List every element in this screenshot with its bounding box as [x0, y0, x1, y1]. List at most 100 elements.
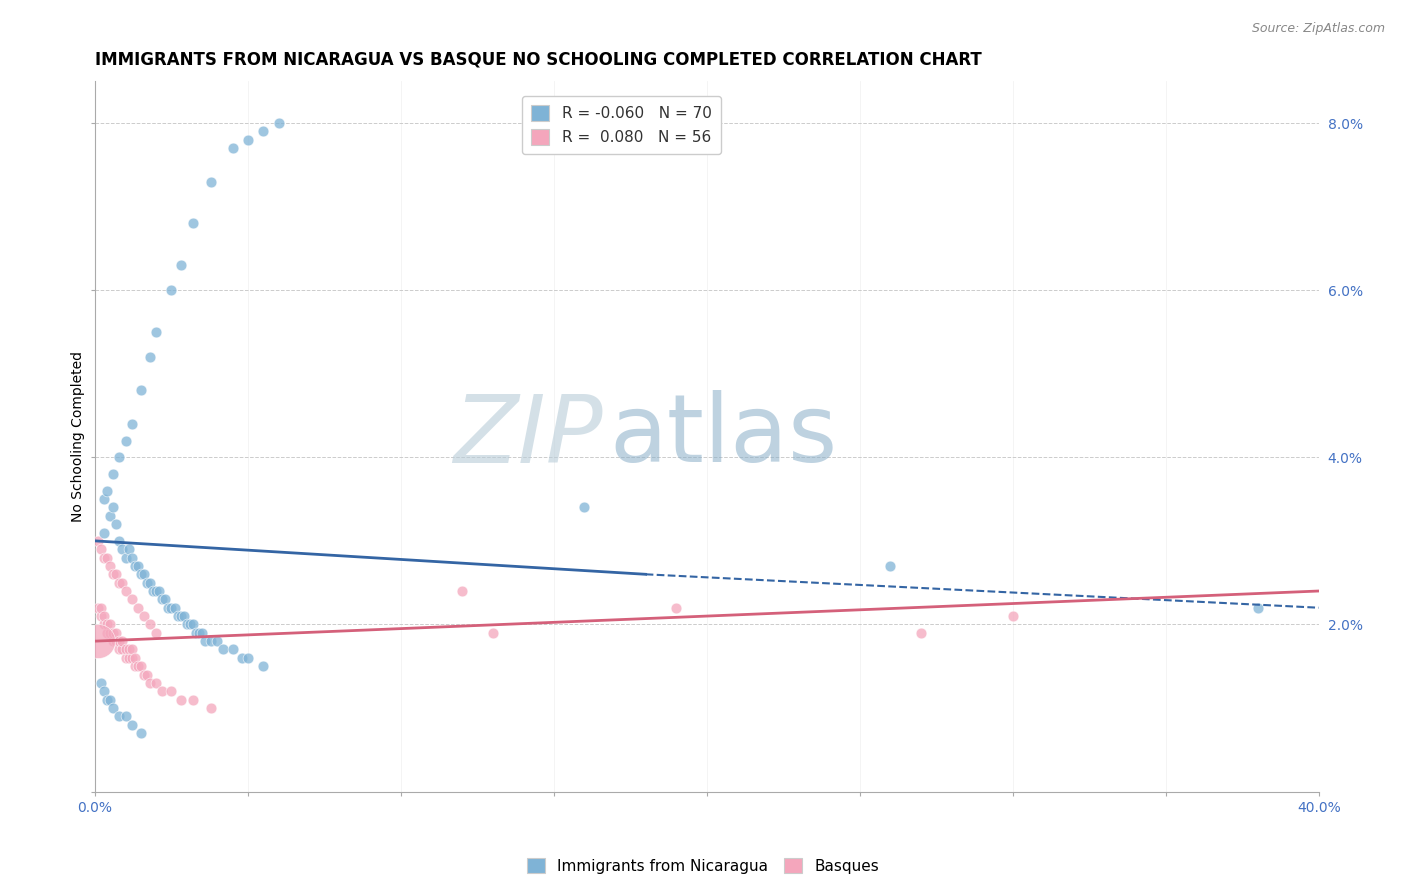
Point — [252, 124, 274, 138]
Point — [179, 617, 201, 632]
Point — [231, 651, 253, 665]
Point — [117, 651, 139, 665]
Point — [103, 634, 125, 648]
Point — [191, 625, 214, 640]
Point — [910, 625, 932, 640]
Point — [481, 625, 503, 640]
Text: IMMIGRANTS FROM NICARAGUA VS BASQUE NO SCHOOLING COMPLETED CORRELATION CHART: IMMIGRANTS FROM NICARAGUA VS BASQUE NO S… — [96, 51, 981, 69]
Point — [145, 584, 167, 599]
Point — [103, 467, 125, 481]
Point — [200, 175, 222, 189]
Point — [173, 609, 195, 624]
Point — [194, 634, 217, 648]
Point — [160, 684, 183, 698]
Point — [111, 542, 134, 557]
Point — [93, 492, 115, 507]
Point — [136, 667, 159, 681]
Point — [105, 634, 128, 648]
Point — [132, 667, 155, 681]
Text: ZIP: ZIP — [453, 391, 603, 482]
Point — [121, 417, 143, 431]
Point — [103, 567, 125, 582]
Point — [665, 600, 688, 615]
Point — [124, 558, 146, 573]
Point — [181, 617, 204, 632]
Point — [1001, 609, 1024, 624]
Point — [90, 600, 112, 615]
Point — [1246, 600, 1268, 615]
Point — [98, 508, 121, 523]
Point — [103, 625, 125, 640]
Point — [129, 567, 152, 582]
Point — [98, 617, 121, 632]
Point — [108, 634, 131, 648]
Point — [181, 216, 204, 230]
Point — [121, 592, 143, 607]
Point — [129, 384, 152, 398]
Point — [236, 651, 259, 665]
Text: atlas: atlas — [609, 391, 837, 483]
Point — [108, 575, 131, 590]
Point — [87, 533, 110, 548]
Point — [90, 676, 112, 690]
Text: Source: ZipAtlas.com: Source: ZipAtlas.com — [1251, 22, 1385, 36]
Point — [114, 651, 136, 665]
Point — [169, 609, 191, 624]
Point — [96, 550, 118, 565]
Point — [129, 726, 152, 740]
Point — [136, 575, 159, 590]
Point — [176, 617, 198, 632]
Point — [574, 500, 596, 515]
Point — [145, 625, 167, 640]
Point — [121, 651, 143, 665]
Point — [160, 600, 183, 615]
Point — [127, 600, 149, 615]
Point — [121, 717, 143, 731]
Y-axis label: No Schooling Completed: No Schooling Completed — [72, 351, 86, 522]
Point — [200, 634, 222, 648]
Point — [96, 483, 118, 498]
Point — [132, 567, 155, 582]
Point — [87, 634, 110, 648]
Point — [139, 617, 162, 632]
Point — [132, 609, 155, 624]
Point — [93, 609, 115, 624]
Point — [103, 500, 125, 515]
Point — [111, 634, 134, 648]
Point — [200, 701, 222, 715]
Point — [114, 709, 136, 723]
Point — [267, 116, 290, 130]
Point — [96, 617, 118, 632]
Point — [108, 533, 131, 548]
Point — [108, 709, 131, 723]
Point — [142, 584, 165, 599]
Point — [879, 558, 901, 573]
Point — [124, 659, 146, 673]
Point — [145, 325, 167, 339]
Point — [139, 350, 162, 364]
Point — [87, 600, 110, 615]
Point — [96, 625, 118, 640]
Point — [145, 676, 167, 690]
Point — [108, 450, 131, 465]
Point — [148, 584, 170, 599]
Point — [93, 550, 115, 565]
Point — [252, 659, 274, 673]
Point — [451, 584, 474, 599]
Point — [207, 634, 229, 648]
Point — [129, 659, 152, 673]
Point — [105, 625, 128, 640]
Point — [139, 575, 162, 590]
Point — [155, 592, 177, 607]
Point — [111, 575, 134, 590]
Point — [103, 701, 125, 715]
Point — [93, 684, 115, 698]
Point — [105, 567, 128, 582]
Point — [157, 600, 180, 615]
Point — [127, 558, 149, 573]
Point — [150, 684, 173, 698]
Point — [114, 584, 136, 599]
Point — [124, 651, 146, 665]
Point — [188, 625, 211, 640]
Point — [114, 550, 136, 565]
